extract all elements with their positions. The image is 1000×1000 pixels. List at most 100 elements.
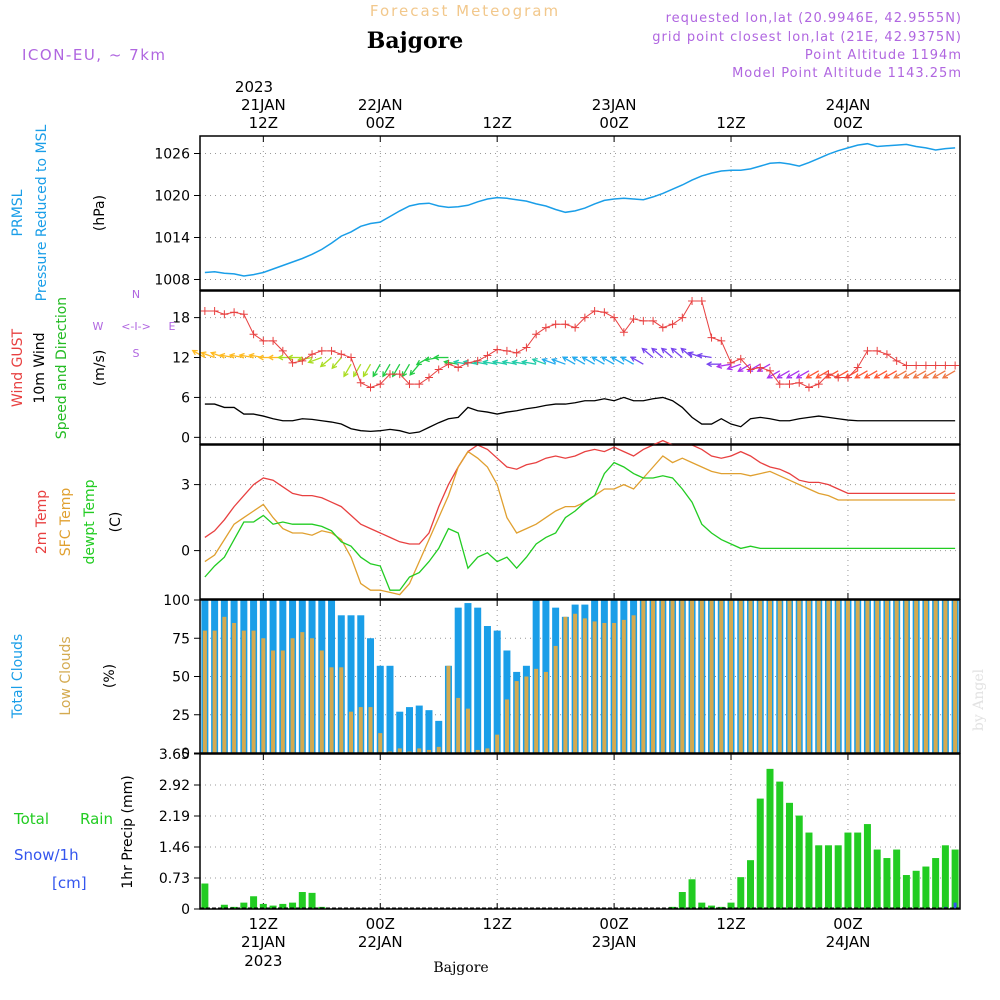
rain-bar bbox=[795, 815, 803, 909]
y-tick-label: 6 bbox=[181, 390, 190, 406]
low-cloud-bar bbox=[777, 600, 782, 753]
pressure-units: (hPa) bbox=[92, 195, 108, 231]
low-cloud-bar bbox=[514, 681, 519, 753]
rain-bar bbox=[698, 902, 706, 909]
low-cloud-bar bbox=[865, 600, 870, 753]
gust-marker bbox=[483, 351, 492, 360]
gust-marker bbox=[200, 306, 209, 315]
gust-marker bbox=[532, 330, 541, 339]
wind-arrow-head bbox=[531, 357, 538, 364]
wind-direction-arrow bbox=[777, 370, 790, 379]
sfc-temp-line bbox=[204, 450, 956, 596]
wind-arrow-head bbox=[228, 352, 236, 359]
rain-bar bbox=[289, 902, 297, 909]
y-tick-label: 1026 bbox=[154, 147, 190, 163]
wind-direction-arrow bbox=[786, 370, 800, 379]
gust-marker bbox=[629, 314, 638, 323]
wind-direction-arrow bbox=[717, 363, 732, 368]
wind-direction-arrow bbox=[903, 370, 917, 379]
y-tick-label: 0 bbox=[181, 746, 190, 762]
low-cloud-bar bbox=[436, 746, 441, 753]
low-cloud-bar bbox=[690, 600, 695, 753]
rain-bar bbox=[201, 883, 209, 909]
wind-arrow-head bbox=[382, 371, 388, 378]
wind-arrow-head bbox=[805, 373, 812, 379]
low-cloud-bar bbox=[748, 600, 753, 753]
wind-arrow-head bbox=[491, 359, 499, 366]
wind-arrow-head bbox=[267, 354, 274, 361]
wind-direction-arrow bbox=[611, 356, 625, 365]
rain-bar bbox=[279, 903, 287, 909]
wind-arrow-head bbox=[610, 356, 617, 362]
low-cloud-bar bbox=[670, 600, 675, 753]
wind-direction-arrow bbox=[320, 357, 332, 368]
rain-label: Rain bbox=[80, 810, 113, 828]
low-cloud-bar bbox=[475, 749, 480, 753]
wind-direction-arrow bbox=[630, 356, 644, 365]
gust-marker bbox=[571, 323, 580, 332]
wind-direction-arrow bbox=[572, 356, 586, 365]
total-cloud-bar bbox=[474, 607, 482, 753]
compass-south: S bbox=[133, 347, 140, 360]
top-time-label: 00Z bbox=[833, 114, 862, 132]
low-cloud-bar bbox=[261, 638, 266, 753]
gust-marker bbox=[941, 361, 950, 370]
gust-marker bbox=[298, 356, 307, 365]
gust-marker bbox=[843, 373, 852, 382]
low-cloud-bar bbox=[592, 621, 597, 753]
wind-arrow-head bbox=[756, 366, 763, 372]
low-cloud-bar bbox=[933, 600, 938, 753]
total-cloud-bar bbox=[415, 705, 423, 753]
low-cloud-bar bbox=[602, 622, 607, 753]
gust-marker bbox=[278, 346, 287, 355]
temp2m-label: 2m Temp bbox=[34, 490, 50, 554]
wind-arrow-head bbox=[362, 371, 369, 378]
wind-arrow-head bbox=[941, 373, 949, 379]
rain-bar bbox=[269, 905, 277, 909]
low-cloud-bar bbox=[923, 600, 928, 753]
bottom-time-label: 12Z bbox=[482, 915, 511, 933]
gust-marker bbox=[590, 306, 599, 315]
rain-bar bbox=[747, 860, 755, 909]
y-tick-label: 2.19 bbox=[159, 809, 190, 825]
y-tick-label: 3.65 bbox=[159, 747, 190, 763]
total-clouds-label: Total Clouds bbox=[10, 634, 26, 719]
rain-bar bbox=[893, 849, 901, 909]
pressure-label-long: Pressure Reduced to MSL bbox=[34, 124, 50, 301]
wind-arrow-head bbox=[581, 356, 588, 362]
gust-marker bbox=[366, 383, 375, 392]
wind-arrow-head bbox=[726, 364, 733, 371]
gust-marker bbox=[356, 378, 365, 387]
low-cloud-bar bbox=[709, 600, 714, 753]
gust-marker bbox=[580, 313, 589, 322]
rain-bar bbox=[912, 870, 920, 909]
total-cloud-bar bbox=[483, 626, 491, 753]
low-cloud-bar bbox=[806, 600, 811, 753]
gust-marker bbox=[931, 361, 940, 370]
compass-arrows: <-I-> bbox=[121, 320, 151, 333]
requested-coords: requested lon,lat (20.9946E, 42.9555N) bbox=[666, 11, 962, 26]
rain-bar bbox=[941, 845, 949, 909]
temp-units: (C) bbox=[108, 512, 124, 533]
total-cloud-bar bbox=[454, 607, 462, 753]
low-cloud-bar bbox=[680, 600, 685, 753]
wind-arrow-head bbox=[687, 351, 694, 357]
y-tick-label: 50 bbox=[172, 670, 190, 686]
wind-arrow-head bbox=[277, 354, 284, 361]
wind-arrow-head bbox=[248, 352, 255, 359]
gust-marker bbox=[512, 348, 521, 357]
low-cloud-bar bbox=[582, 618, 587, 753]
rain-bar bbox=[883, 858, 891, 909]
low-cloud-bar bbox=[310, 638, 315, 753]
low-cloud-bar bbox=[884, 600, 889, 753]
low-cloud-bar bbox=[222, 616, 227, 753]
gust-marker bbox=[736, 354, 745, 363]
gust-marker bbox=[434, 365, 443, 374]
low-cloud-bar bbox=[202, 630, 207, 753]
wind-arrow-head bbox=[433, 354, 440, 361]
low-cloud-bar bbox=[349, 711, 354, 753]
rain-bar bbox=[678, 892, 686, 909]
bottom-time-label: 00Z bbox=[599, 915, 628, 933]
y-tick-label: 2.92 bbox=[159, 778, 190, 794]
low-cloud-bar bbox=[251, 630, 256, 753]
